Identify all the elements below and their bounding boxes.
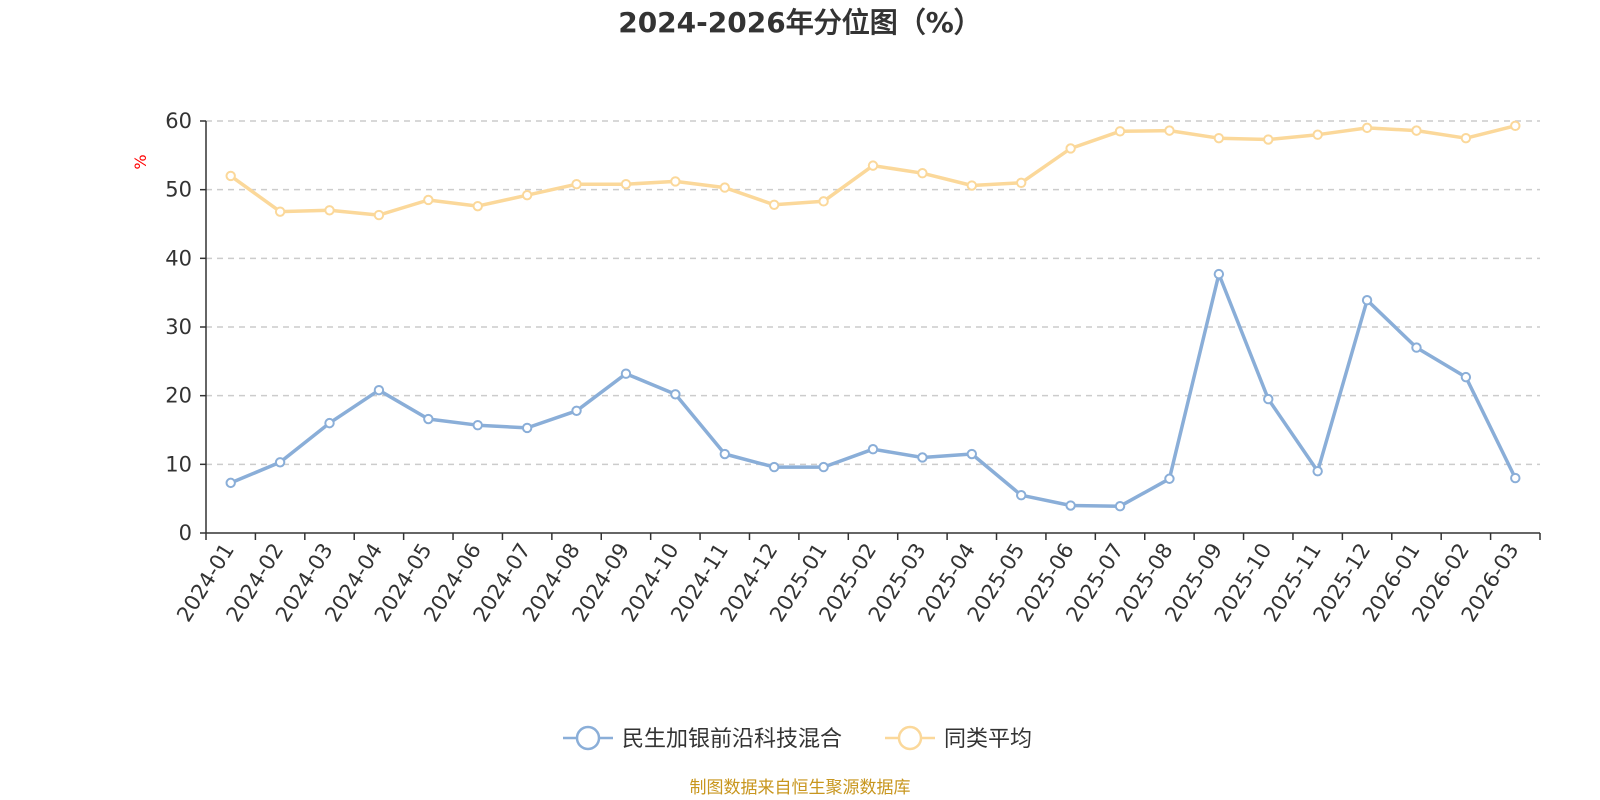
legend-item[interactable]: 同类平均 [885, 725, 1032, 752]
data-point [373, 209, 385, 221]
data-point [1016, 177, 1027, 189]
data-point [274, 457, 286, 468]
y-tick-label: 20 [165, 384, 192, 408]
data-point [1213, 268, 1225, 280]
data-point [1460, 371, 1472, 383]
data-point [324, 205, 335, 216]
data-point [818, 196, 829, 207]
chart-title: 2024-2026年分位图（%） [618, 6, 982, 39]
y-axis-unit-label: % [131, 154, 150, 169]
data-point [620, 368, 632, 379]
data-point [1510, 472, 1521, 484]
data-point [324, 417, 335, 429]
data-point [867, 160, 879, 171]
data-point [719, 448, 730, 460]
legend-item[interactable]: 民生加银前沿科技混合 [563, 725, 842, 752]
data-point [472, 419, 483, 431]
data-point [1460, 132, 1472, 144]
y-tick-label: 10 [165, 452, 192, 476]
data-point [1361, 295, 1373, 306]
data-point [1065, 500, 1076, 511]
data-point [966, 448, 978, 460]
legend-marker-icon [575, 725, 601, 751]
data-point [620, 178, 632, 190]
series-1 [225, 120, 1521, 221]
data-point [670, 176, 681, 187]
data-point [1510, 120, 1521, 132]
data-point [1263, 134, 1274, 145]
data-point [1263, 393, 1274, 405]
data-point [571, 178, 582, 190]
y-tick-label: 40 [165, 246, 192, 270]
data-point [966, 180, 978, 191]
data-point [1312, 129, 1323, 140]
data-point [1361, 122, 1373, 134]
data-point [768, 461, 780, 473]
data-point [1114, 501, 1126, 512]
data-point [571, 405, 582, 416]
data-point [867, 444, 879, 455]
data-point [818, 461, 829, 473]
data-point [472, 200, 483, 212]
legend-label: 同类平均 [944, 727, 1032, 752]
data-point [274, 206, 286, 217]
data-point [1411, 125, 1422, 136]
legend[interactable]: 民生加银前沿科技混合 同类平均 [563, 725, 1032, 752]
y-tick-label: 50 [165, 178, 192, 202]
data-point [225, 170, 236, 182]
series-lines [225, 120, 1521, 512]
data-point [719, 182, 730, 193]
data-point [1164, 125, 1175, 136]
data-point [1411, 342, 1422, 353]
data-point [225, 477, 236, 489]
data-point [1164, 473, 1175, 484]
data-point [521, 189, 533, 201]
data-point [423, 413, 434, 425]
legend-marker-icon [897, 725, 923, 751]
y-axis-ticks: 0 10 20 30 40 50 60 [165, 109, 206, 545]
y-tick-label: 0 [179, 521, 192, 545]
data-point [917, 167, 928, 179]
data-point [423, 194, 434, 206]
data-source-note: 制图数据来自恒生聚源数据库 [690, 778, 911, 798]
data-point [1213, 132, 1225, 144]
y-tick-label: 60 [165, 109, 192, 133]
data-point [1065, 143, 1076, 154]
data-point [1016, 490, 1027, 501]
data-point [917, 452, 928, 463]
x-axis-ticks: 2024-012024-022024-032024-042024-052024-… [172, 533, 1541, 626]
data-point [1114, 126, 1126, 137]
series-0 [225, 268, 1521, 512]
grid-lines [206, 120, 1540, 466]
data-point [768, 199, 780, 210]
data-point [373, 384, 385, 396]
data-point [521, 422, 533, 434]
legend-label: 民生加银前沿科技混合 [622, 727, 842, 752]
data-point [1312, 466, 1323, 477]
y-tick-label: 30 [165, 315, 192, 339]
data-point [670, 389, 681, 400]
